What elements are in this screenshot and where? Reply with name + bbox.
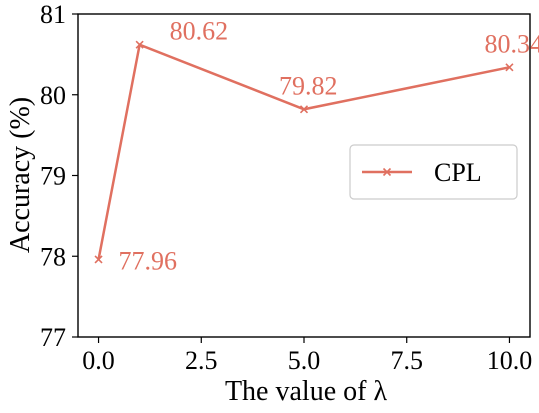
data-point — [505, 63, 514, 72]
x-tick-label: 10.0 — [487, 346, 533, 375]
x-tick-label: 0.0 — [82, 346, 115, 375]
x-tick-label: 5.0 — [288, 346, 321, 375]
x-axis-label: The value of λ — [225, 376, 387, 407]
y-tick-label: 79 — [40, 162, 66, 191]
y-tick-label: 80 — [40, 81, 66, 110]
data-label: 80.34 — [484, 29, 539, 58]
y-axis-label: Accuracy (%) — [5, 97, 36, 253]
x-tick-label: 2.5 — [185, 346, 218, 375]
x-tick-label: 7.5 — [390, 346, 423, 375]
data-point — [94, 255, 103, 264]
legend-box — [349, 144, 518, 200]
legend-label: CPL — [434, 158, 482, 187]
marker-stroke — [135, 40, 144, 49]
series-layer — [94, 40, 514, 264]
marker-stroke — [94, 255, 103, 264]
y-tick-label: 81 — [40, 0, 66, 29]
data-point — [135, 40, 144, 49]
legend: CPL — [349, 144, 518, 200]
data-label: 77.96 — [119, 246, 178, 275]
data-labels: 77.96 80.62 79.82 80.34 — [119, 17, 539, 276]
data-label: 79.82 — [279, 71, 338, 100]
y-tick-label: 78 — [40, 242, 66, 271]
series-line — [97, 42, 510, 260]
data-point — [299, 105, 309, 114]
y-tick-label: 77 — [40, 323, 66, 352]
data-label: 80.62 — [170, 17, 229, 46]
marker-stroke — [299, 105, 309, 114]
marker-stroke — [505, 63, 514, 72]
legend-marker — [382, 167, 392, 177]
axis-ticks: 0.0 2.5 5.0 7.5 10.0 77 78 79 80 81 — [40, 0, 532, 375]
